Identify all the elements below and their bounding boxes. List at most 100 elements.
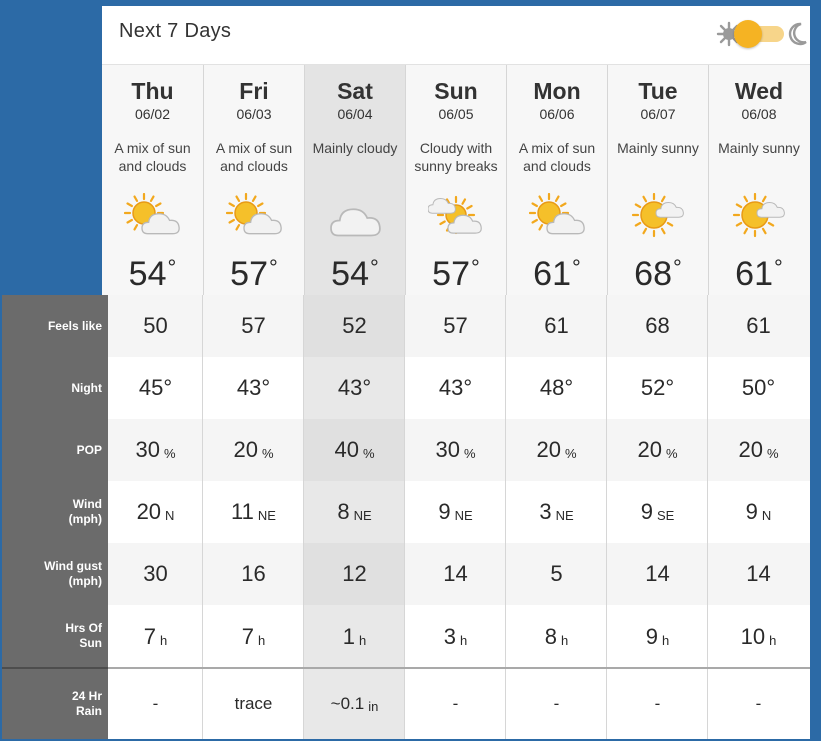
day-column-thu[interactable]: Thu 06/02 A mix of sun and clouds 54° xyxy=(102,65,203,739)
cell-rain: - xyxy=(708,669,809,739)
cell-value: - xyxy=(152,694,159,713)
cell-unit: % xyxy=(463,445,476,461)
temp-value: 54 xyxy=(128,255,167,293)
cell-value: 52 xyxy=(342,313,367,338)
cell-wind-gust: 14 xyxy=(708,543,809,605)
sun-small-cloud-icon xyxy=(732,193,785,238)
cell-unit: % xyxy=(564,445,577,461)
cell-unit: NE xyxy=(353,507,372,523)
cell-feels-like: 57 xyxy=(203,295,304,357)
cell-unit: ° xyxy=(564,375,574,400)
temp-unit: ° xyxy=(572,255,581,280)
toggle-knob[interactable] xyxy=(734,20,762,48)
cell-unit: ° xyxy=(362,375,372,400)
cell-rain: - xyxy=(506,669,607,739)
cell-wind: 8 NE xyxy=(304,481,405,543)
day-name: Tue xyxy=(638,78,678,104)
cell-wind-gust: 30 xyxy=(108,543,203,605)
cell-value: 14 xyxy=(746,561,771,586)
day-high-temp: 54° xyxy=(102,255,203,294)
row-feels-like: 50 57 52 57 61 68 61 xyxy=(108,295,810,357)
day-high-temp: 57° xyxy=(204,255,304,294)
cell-value: 43 xyxy=(236,375,262,400)
temp-unit: ° xyxy=(269,255,278,280)
cell-value: 16 xyxy=(241,561,266,586)
cell-unit: % xyxy=(665,445,678,461)
day-date: 06/02 xyxy=(134,106,171,122)
cell-value: 9 xyxy=(645,624,658,649)
cell-value: 50 xyxy=(741,375,767,400)
column-divider xyxy=(505,295,506,739)
cell-pop: 40% xyxy=(304,419,405,481)
cell-value: - xyxy=(553,694,560,713)
day-date: 06/07 xyxy=(640,106,676,122)
cell-value: ~0.1 xyxy=(330,694,365,713)
cloud-icon xyxy=(330,208,381,237)
cell-value: 11 xyxy=(231,499,254,524)
day-high-temp: 61° xyxy=(709,255,809,294)
label-wind-text: Wind (mph) xyxy=(68,497,102,526)
cell-hrs-sun: 10 h xyxy=(708,605,809,669)
day-date: 06/08 xyxy=(741,106,777,122)
row-night: 45 ° 43 ° 43 ° 43 ° 48 ° 52 ° 50 ° xyxy=(108,357,810,419)
cell-rain: - xyxy=(405,669,506,739)
cell-pop: 30% xyxy=(108,419,203,481)
column-divider xyxy=(606,295,607,739)
day-name: Thu xyxy=(131,78,174,104)
label-hrs-sun: Hrs Of Sun xyxy=(2,605,102,667)
cell-value: 43 xyxy=(438,375,464,400)
cell-value: trace xyxy=(234,694,273,713)
cell-pop: 20% xyxy=(203,419,304,481)
day-description: A mix of sun and clouds xyxy=(114,140,191,174)
column-divider xyxy=(303,295,304,739)
label-pop: POP xyxy=(76,442,102,457)
cell-night: 50 ° xyxy=(708,357,809,419)
day-name: Wed xyxy=(734,78,784,104)
cell-value: - xyxy=(654,694,661,713)
cell-wind-gust: 14 xyxy=(405,543,506,605)
row-wind-gust: 30 16 12 14 5 14 14 xyxy=(108,543,810,605)
day-description: A mix of sun and clouds xyxy=(215,140,293,174)
cell-feels-like: 50 xyxy=(108,295,203,357)
cell-unit: % xyxy=(766,445,779,461)
day-column-mon[interactable]: Mon 06/06 A mix of sun and clouds 61° xyxy=(506,65,607,739)
temp-unit: ° xyxy=(370,255,379,280)
day-high-temp: 68° xyxy=(608,255,708,294)
toggle-track[interactable] xyxy=(734,20,784,48)
row-rain: - trace ~0.1 in - - - - xyxy=(108,669,810,739)
label-rain-divider xyxy=(2,667,108,669)
cell-pop: 20% xyxy=(607,419,708,481)
label-wind: Wind (mph) xyxy=(2,481,102,543)
sun-cloud-icon xyxy=(529,193,585,235)
cell-unit: h xyxy=(160,632,168,648)
cell-value: 20 xyxy=(738,437,763,462)
cell-value: - xyxy=(452,694,459,713)
row-wind: 20 N 11 NE 8 NE 9 NE 3 NE 9 SE 9 N xyxy=(108,481,810,543)
cell-wind-gust: 14 xyxy=(607,543,708,605)
cell-value: 20 xyxy=(136,499,162,524)
cell-rain: - xyxy=(108,669,203,739)
cell-wind: 3 NE xyxy=(506,481,607,543)
cell-rain: ~0.1 in xyxy=(304,669,405,739)
cell-night: 52 ° xyxy=(607,357,708,419)
cell-unit: h xyxy=(769,632,777,648)
day-column-fri[interactable]: Fri 06/03 A mix of sun and clouds 57° xyxy=(203,65,304,739)
cell-unit: ° xyxy=(163,375,173,400)
cell-unit: h xyxy=(460,632,468,648)
moon-icon xyxy=(788,22,807,46)
theme-toggle[interactable] xyxy=(716,20,807,48)
cell-value: 57 xyxy=(443,313,468,338)
cell-wind: 9 SE xyxy=(607,481,708,543)
cell-unit: N xyxy=(165,507,175,523)
cell-night: 43 ° xyxy=(203,357,304,419)
cell-value: 20 xyxy=(536,437,561,462)
cell-value: 20 xyxy=(637,437,662,462)
cell-wind: 20 N xyxy=(108,481,203,543)
cell-value: 40 xyxy=(334,437,359,462)
temp-value: 68 xyxy=(634,255,672,293)
cell-night: 43 ° xyxy=(304,357,405,419)
